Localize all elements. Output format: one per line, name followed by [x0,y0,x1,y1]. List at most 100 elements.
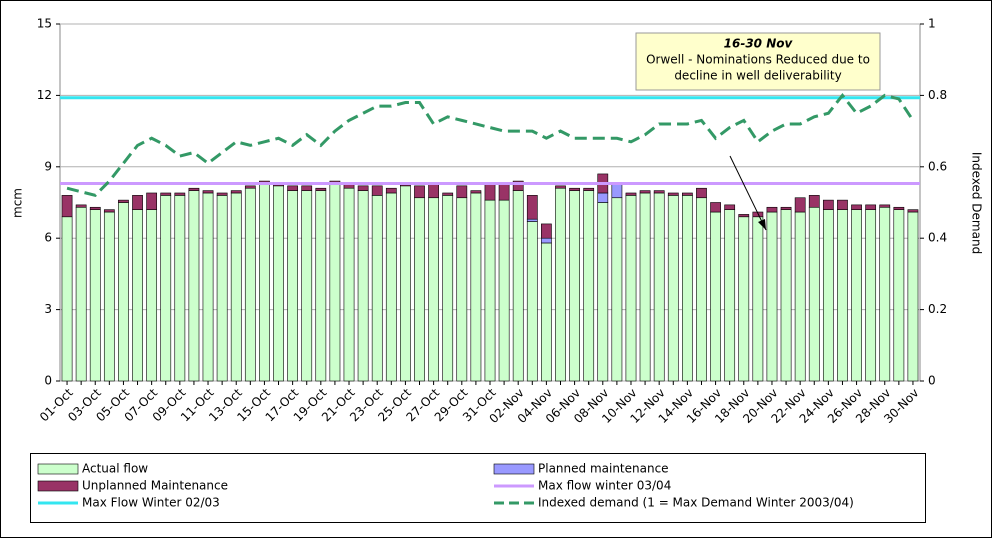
bar-segment [470,192,482,382]
bar-segment [837,209,848,382]
bar-segment [118,202,129,382]
bar-segment [301,190,313,382]
legend-box [30,453,926,523]
bar-segment [89,209,101,382]
bar-segment [512,190,524,382]
bar-segment [583,187,595,191]
bar-segment [216,192,228,196]
bar-segment [428,183,439,199]
bar-segment [188,187,200,191]
bar-segment [484,183,496,201]
bar-segment [653,190,665,194]
bar-segment [569,187,580,191]
bar-segment [75,204,87,208]
bar-segment [766,211,778,382]
bar-segment [794,197,806,213]
bar-segment [132,209,143,382]
annotation-title: 16-30 Nov [724,37,794,51]
bar-segment [569,190,580,382]
bar-segment [329,183,341,382]
bar-segment [808,195,820,208]
bar-segment [315,190,327,382]
bar-segment [724,204,736,210]
bar-segment [541,242,552,382]
y-tick-label: 9 [44,159,52,173]
bar-segment [456,197,468,382]
bar-segment [541,223,552,239]
annotation-box [635,32,881,91]
bar-segment [766,206,778,213]
bar-segment [611,183,623,199]
bar-segment [160,192,172,196]
bar-segment [202,192,214,382]
annotation-text: decline in well deliverability [674,69,841,83]
legend-label: Indexed demand (1 = Max Demand Winter 20… [538,496,854,510]
bar-segment [385,187,397,194]
bar-segment [597,202,609,382]
annotation-arrow [729,155,767,231]
bar-segment [794,211,806,382]
bar-segment [103,209,115,213]
bar-segment [851,209,862,382]
y-tick-label: 6 [44,231,52,245]
bar-segment [498,199,510,382]
bar-segment [428,197,439,382]
bar-segment [287,185,298,191]
bar-segment [230,190,242,194]
y-tick-label: 3 [44,302,52,316]
bar-segment [174,192,186,196]
bar-segment [583,190,595,382]
bar-segment [780,206,792,210]
y2-tick-label: 0 [928,374,936,388]
bar-segment [851,204,862,210]
legend-label: Unplanned Maintenance [82,479,228,493]
bar-segment [667,192,679,196]
y2-tick-label: 0.6 [928,159,947,173]
bar-segment [132,195,143,210]
bar-segment [315,187,327,191]
y2-axis-label: Indexed Demand [970,152,984,254]
bar-segment [808,206,820,382]
bar-segment [653,192,665,382]
bar-segment [611,197,623,382]
bar-segment [907,209,919,213]
bar-segment [837,199,848,210]
bar-segment [301,185,313,191]
legend-label: Actual flow [82,462,148,476]
bar-segment [442,195,454,382]
bar-segment [371,195,383,382]
bar-segment [879,204,891,208]
bar-segment [526,221,538,382]
bar-segment [498,183,510,201]
bar-segment [696,197,707,382]
bar-segment [259,183,270,382]
bar-segment [893,209,905,382]
bar-segment [907,211,919,382]
bar-segment [625,195,637,382]
bar-segment [738,214,750,218]
bar-segment [526,195,538,220]
bar-segment [625,192,637,196]
bar-segment [865,204,877,210]
legend-label: Max flow winter 03/04 [538,479,671,493]
bar-segment [216,195,228,382]
bar-segment [414,197,425,382]
bar-segment [61,195,73,218]
bar-segment [752,216,764,382]
bar-segment [639,190,651,194]
bar-segment [146,192,158,210]
y2-tick-label: 0.4 [928,231,947,245]
bar-segment [710,211,721,382]
bar-segment [244,185,256,189]
bar-segment [160,195,172,382]
bar-segment [287,190,298,382]
bar-segment [273,185,284,382]
bar-segment [146,209,158,382]
bar-segment [202,190,214,194]
bar-segment [710,202,721,213]
bar-segment [555,185,566,189]
bar-segment [357,190,369,382]
bar-segment [371,185,383,196]
bar-segment [865,209,877,382]
